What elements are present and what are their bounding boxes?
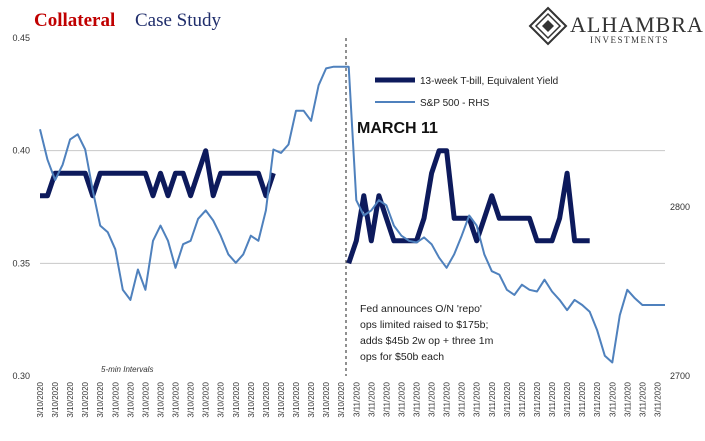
x-tick-label: 3/11/2020 (503, 381, 512, 417)
x-tick-label: 3/10/2020 (36, 381, 45, 417)
x-tick-label: 3/10/2020 (141, 381, 150, 417)
x-tick-label: 3/10/2020 (277, 381, 286, 417)
x-tick-label: 3/10/2020 (81, 381, 90, 417)
x-tick-label: 3/11/2020 (548, 381, 557, 417)
annotation: ops for $50b each (360, 351, 444, 363)
x-tick-label: 3/10/2020 (322, 381, 331, 417)
logo (528, 6, 568, 46)
event-label: MARCH 11 (357, 120, 438, 137)
x-tick-label: 3/11/2020 (458, 381, 467, 417)
x-tick-label: 3/11/2020 (413, 381, 422, 417)
x-tick-label: 3/10/2020 (202, 381, 211, 417)
x-tick-label: 3/10/2020 (232, 381, 241, 417)
interval-note: 5-min Intervals (101, 365, 153, 374)
x-tick-label: 3/10/2020 (262, 381, 271, 417)
x-tick-label: 3/11/2020 (533, 381, 542, 417)
x-tick-label: 3/11/2020 (608, 381, 617, 417)
brand-name: ALHAMBRA (570, 12, 704, 37)
x-tick-label: 3/10/2020 (187, 381, 196, 417)
x-tick-label: 3/10/2020 (126, 381, 135, 417)
y-tick-label: 0.40 (12, 146, 30, 156)
y2-tick-label: 2700 (670, 371, 690, 381)
x-tick-label: 3/11/2020 (623, 381, 632, 417)
x-tick-label: 3/11/2020 (367, 381, 376, 417)
x-tick-label: 3/11/2020 (473, 381, 482, 417)
x-tick-label: 3/10/2020 (247, 381, 256, 417)
x-tick-label: 3/10/2020 (172, 381, 181, 417)
x-tick-label: 3/11/2020 (638, 381, 647, 417)
x-tick-label: 3/11/2020 (397, 381, 406, 417)
y-tick-label: 0.35 (12, 258, 30, 268)
y-tick-label: 0.45 (12, 33, 30, 43)
x-tick-label: 3/11/2020 (428, 381, 437, 417)
x-tick-label: 3/11/2020 (382, 381, 391, 417)
x-tick-label: 3/10/2020 (51, 381, 60, 417)
series-line (39, 65, 665, 364)
x-tick-label: 3/10/2020 (337, 381, 346, 417)
x-tick-label: 3/11/2020 (593, 381, 602, 417)
chart-title: Case Study (135, 10, 222, 31)
x-tick-label: 3/10/2020 (111, 381, 120, 417)
x-tick-label: 3/11/2020 (653, 381, 662, 417)
x-tick-label: 3/11/2020 (352, 381, 361, 417)
annotation: Fed announces O/N 'repo' (360, 303, 482, 315)
x-tick-label: 3/11/2020 (563, 381, 572, 417)
x-tick-label: 3/11/2020 (488, 381, 497, 417)
chart-title: Collateral (34, 10, 115, 31)
x-tick-label: 3/10/2020 (292, 381, 301, 417)
y-tick-label: 0.30 (12, 371, 30, 381)
brand-sub: INVESTMENTS (590, 35, 669, 45)
annotation: adds $45b 2w op + three 1m (360, 335, 494, 347)
x-tick-label: 3/10/2020 (307, 381, 316, 417)
y2-tick-label: 2800 (670, 202, 690, 212)
x-tick-label: 3/11/2020 (578, 381, 587, 417)
x-tick-label: 3/11/2020 (443, 381, 452, 417)
x-tick-label: 3/10/2020 (66, 381, 75, 417)
x-tick-label: 3/10/2020 (96, 381, 105, 417)
series-line (40, 148, 590, 265)
legend-label: S&P 500 - RHS (420, 98, 490, 109)
legend-label: 13-week T-bill, Equivalent Yield (420, 76, 558, 87)
x-tick-label: 3/10/2020 (156, 381, 165, 417)
x-tick-label: 3/11/2020 (518, 381, 527, 417)
annotation: ops limited raised to $175b; (360, 319, 488, 331)
x-tick-label: 3/10/2020 (217, 381, 226, 417)
